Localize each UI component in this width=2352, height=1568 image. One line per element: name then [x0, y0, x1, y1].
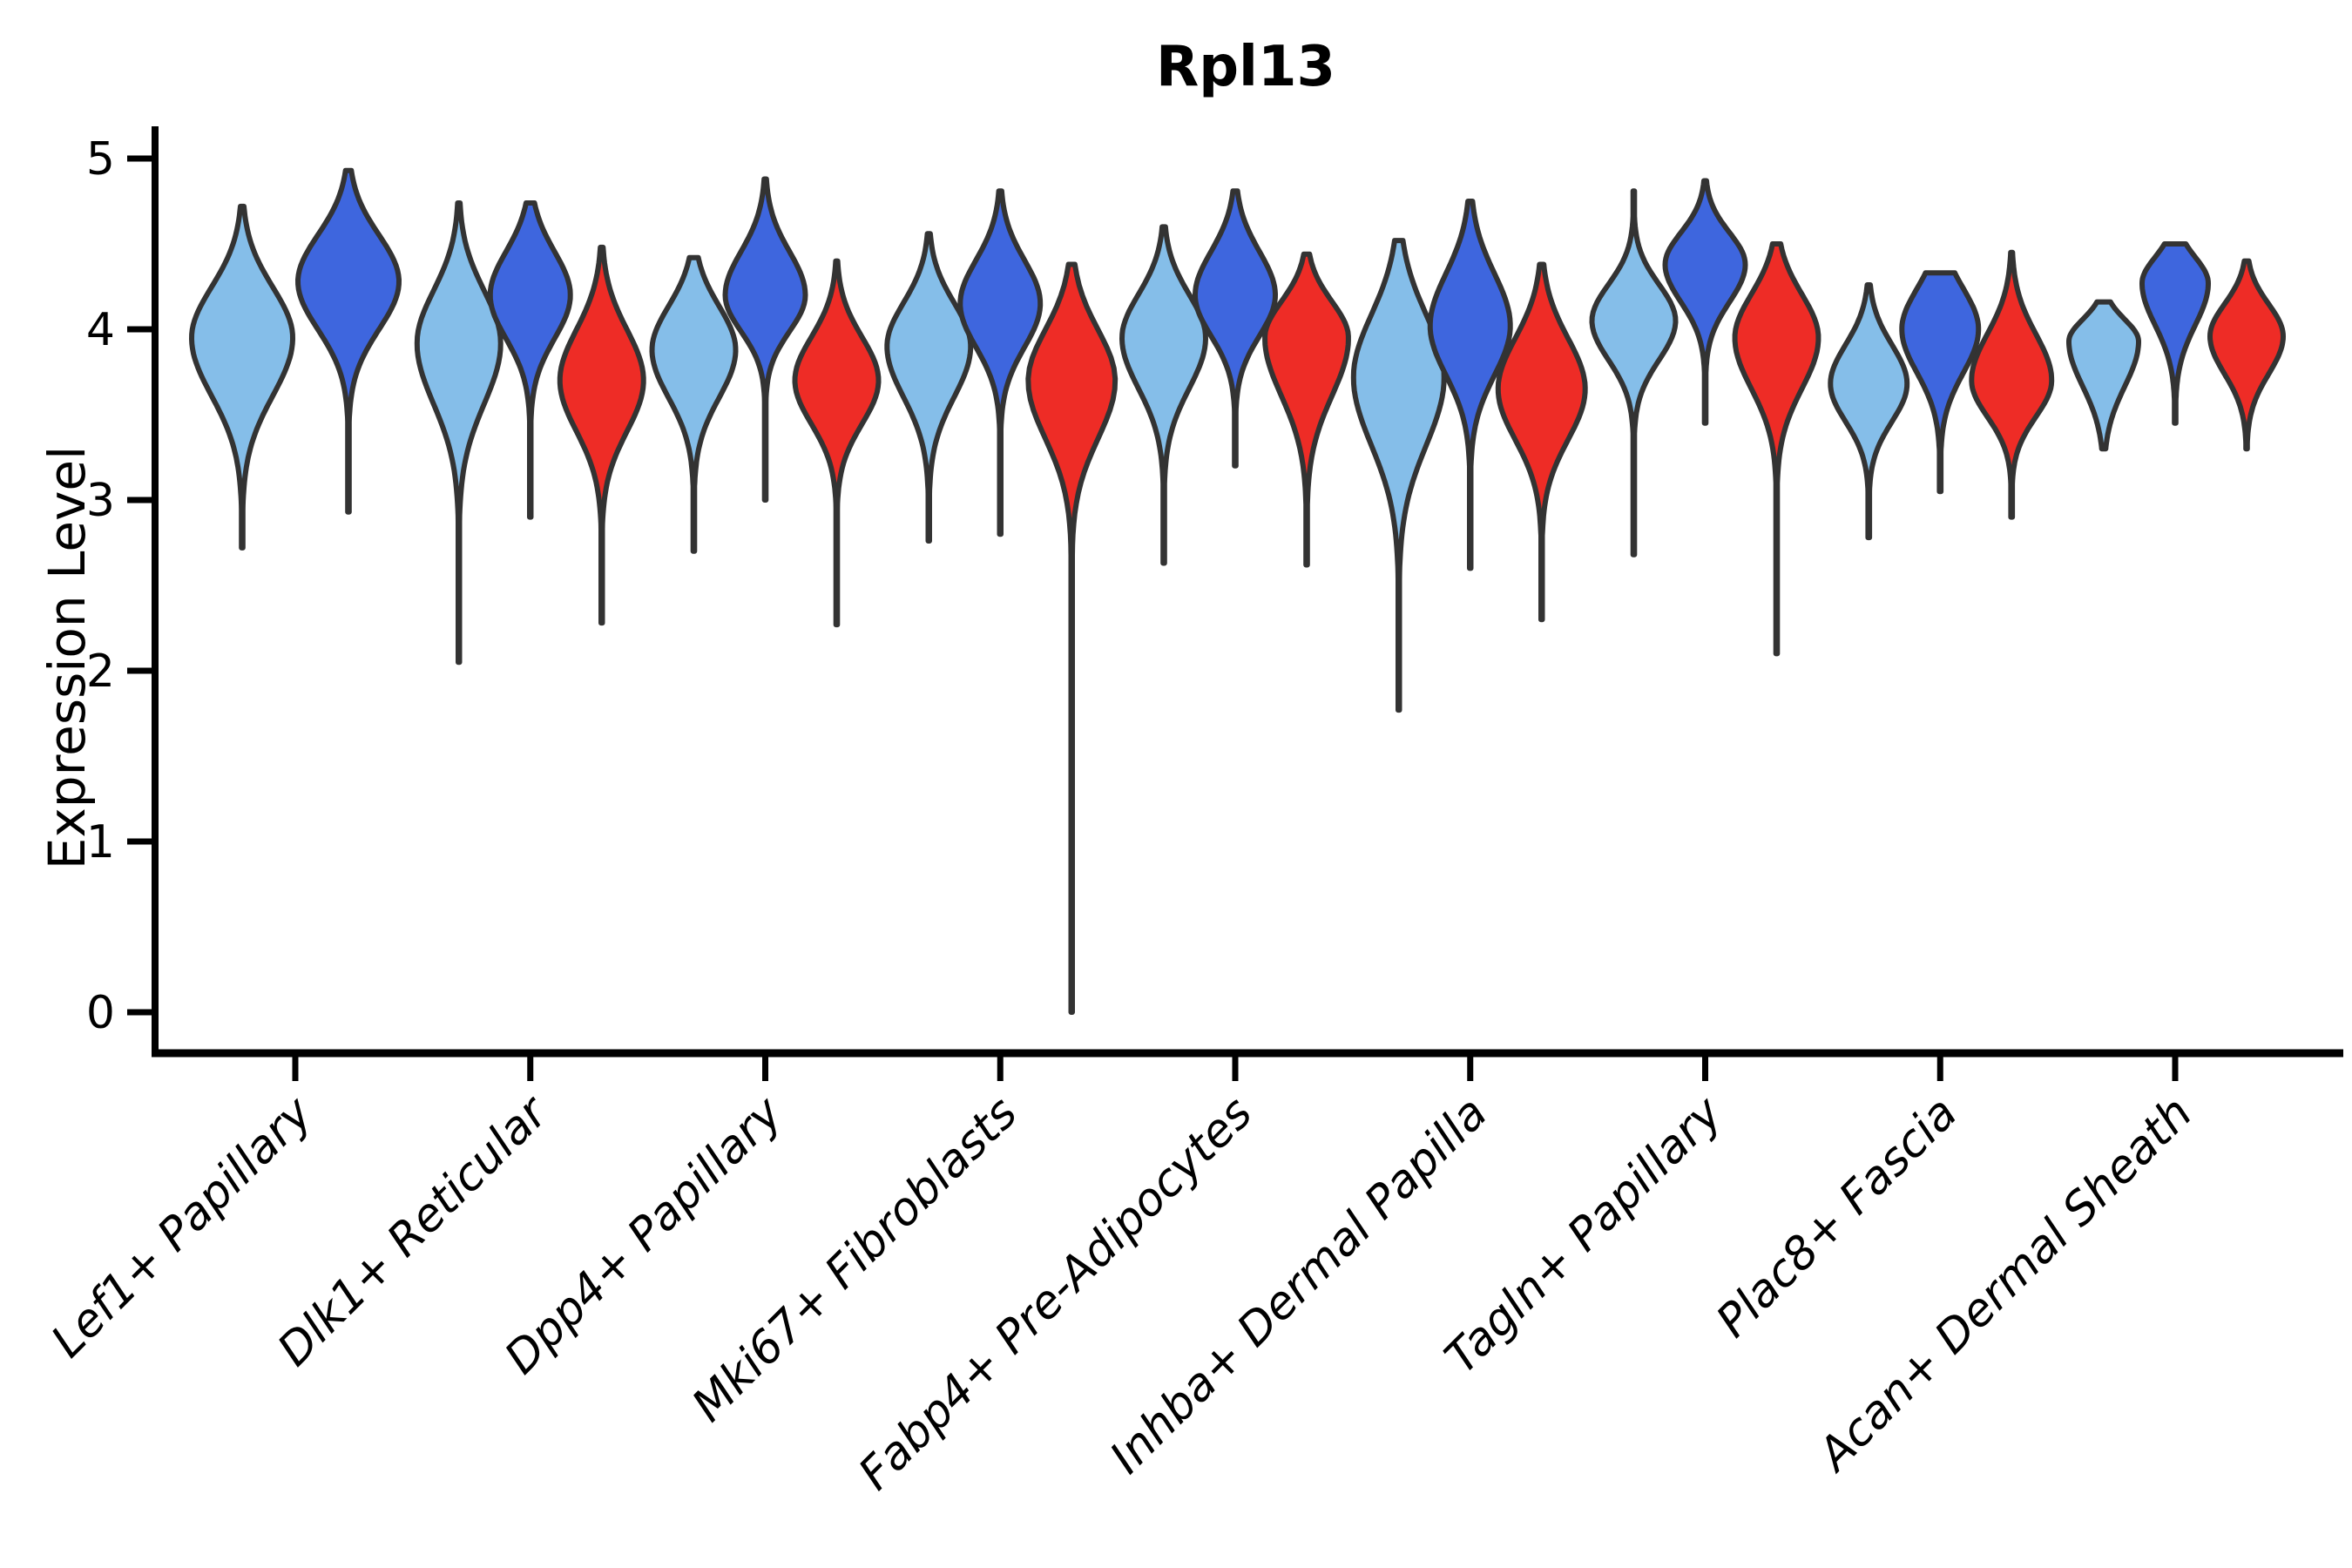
x-tick-label-inhba-dermal-papilla: Inhba+ Dermal Papilla	[1100, 1087, 1497, 1484]
violins	[189, 167, 2286, 1015]
violin-dlk1-reticular-split-3	[557, 244, 646, 626]
y-tick-label: 0	[86, 987, 115, 1039]
violin-dlk1-reticular-split-1	[414, 200, 504, 666]
violin-dpp4-papillary-split-3	[792, 258, 882, 628]
violin-fabp4-pre-adipocytes-split-3	[1262, 251, 1351, 568]
chart-title: Rpl13	[1156, 35, 1335, 99]
violin-plac8-fascia-split-1	[1828, 282, 1910, 541]
violin-dpp4-papillary-split-2	[722, 176, 808, 503]
y-tick-label: 4	[86, 304, 115, 356]
violin-plac8-fascia-split-2	[1899, 270, 1982, 495]
y-axis-ticks: 0 1 2 3 4 5	[86, 133, 155, 1039]
violin-tagln-papillary-split-2	[1662, 178, 1748, 426]
y-tick-label: 3	[86, 475, 115, 527]
violin-inhba-dermal-papilla-split-3	[1495, 261, 1588, 623]
violin-tagln-papillary-split-3	[1732, 241, 1821, 657]
x-tick-label-fabp4-pre-adipocytes: Fabp4+ Pre-Adipocytes	[849, 1087, 1263, 1501]
x-tick-label-acan-dermal-sheath: Acan+ Dermal Sheath	[1807, 1087, 2202, 1483]
violin-mki67-fibroblasts-split-1	[884, 231, 974, 544]
violin-lef1-papillary-split-1	[189, 203, 295, 551]
violin-dlk1-reticular-split-2	[487, 200, 573, 520]
violin-mki67-fibroblasts-split-2	[957, 188, 1044, 537]
violin-plac8-fascia-split-3	[1969, 249, 2055, 520]
violin-acan-dermal-sheath-split-3	[2207, 258, 2286, 452]
y-axis-label: Expression Level	[37, 446, 97, 869]
violin-inhba-dermal-papilla-split-1	[1350, 238, 1447, 713]
y-tick-label: 1	[86, 816, 115, 868]
violin-tagln-papillary-split-1	[1589, 188, 1679, 558]
violin-dpp4-papillary-split-1	[649, 254, 739, 554]
violin-fabp4-pre-adipocytes-split-2	[1193, 188, 1278, 469]
y-tick-label: 5	[86, 133, 115, 186]
violin-acan-dermal-sheath-split-1	[2066, 299, 2141, 452]
y-tick-label: 2	[86, 645, 115, 698]
violin-lef1-papillary-split-2	[295, 167, 402, 515]
x-tick-label-plac8-fascia: Plac8+ Fascia	[1707, 1087, 1967, 1348]
violin-mki67-fibroblasts-split-3	[1025, 261, 1119, 1015]
violin-fabp4-pre-adipocytes-split-1	[1119, 224, 1208, 566]
violin-acan-dermal-sheath-split-2	[2139, 241, 2211, 426]
violin-inhba-dermal-papilla-split-2	[1427, 199, 1513, 571]
